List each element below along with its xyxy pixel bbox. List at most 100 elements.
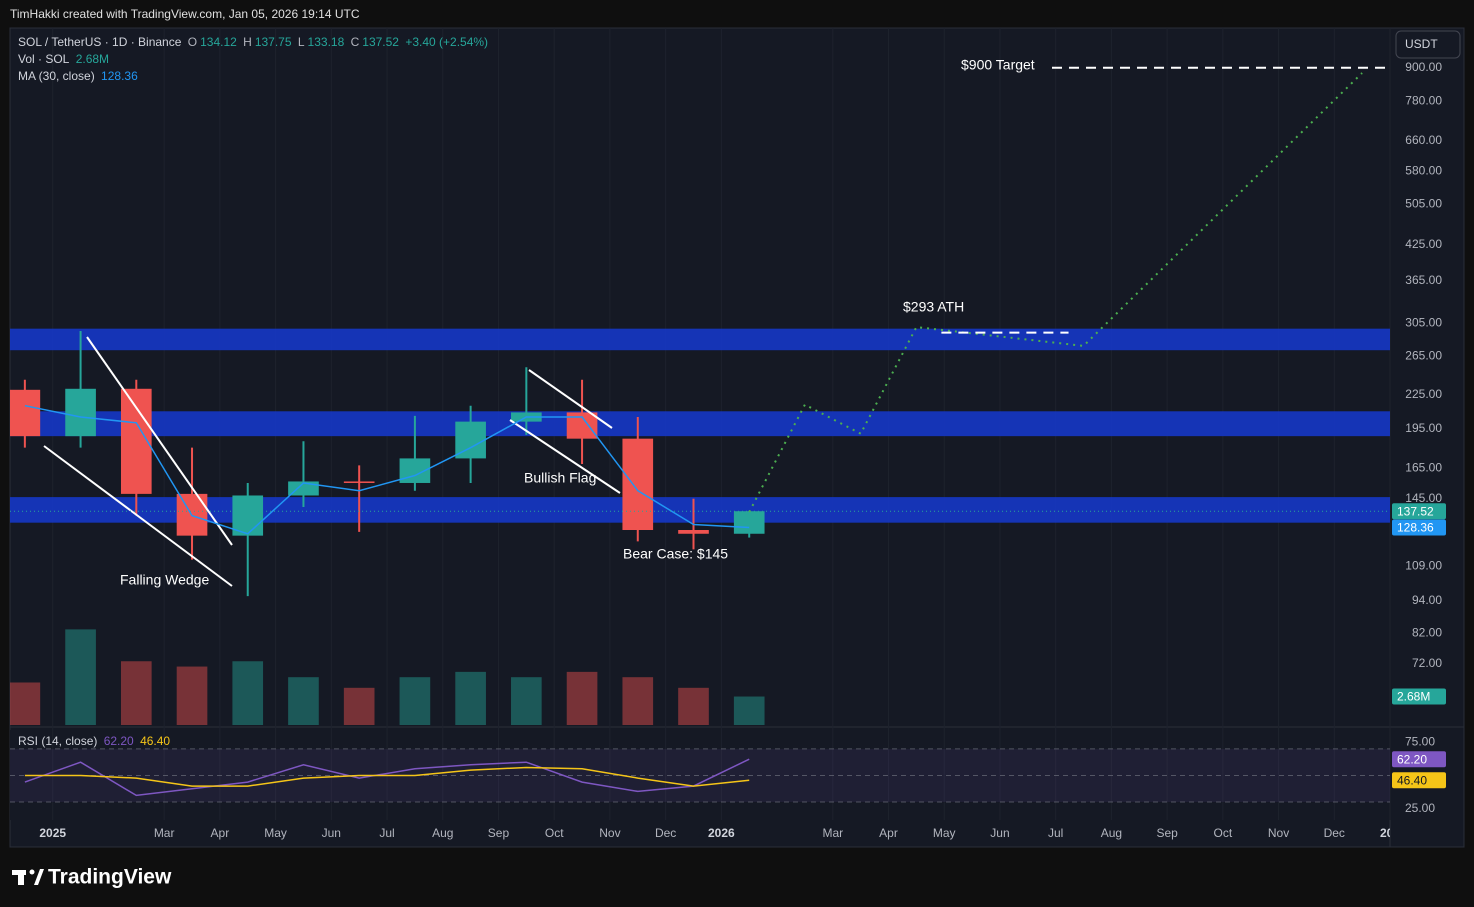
ma-line xyxy=(24,404,750,535)
volume-bar xyxy=(399,677,431,725)
watermark: TimHakki created with TradingView.com, J… xyxy=(10,7,360,21)
ohlc-key: L xyxy=(297,35,305,49)
ohlc-value: 137.75 xyxy=(254,35,292,49)
rsi-ma-value: 46.40 xyxy=(140,734,171,748)
candle-body xyxy=(678,530,709,534)
y-tick-label: 660.00 xyxy=(1405,133,1442,147)
chart-frame xyxy=(9,27,1465,848)
x-tick-label: Oct xyxy=(545,826,564,840)
candle-body xyxy=(65,388,96,437)
zone xyxy=(10,411,1390,437)
currency[interactable]: USDT xyxy=(1405,37,1438,51)
drawings xyxy=(43,336,621,587)
x-tick-label: Mar xyxy=(154,826,175,840)
price-tag xyxy=(1392,519,1446,536)
candle-body xyxy=(288,481,319,496)
x-tick-label: Oct xyxy=(1214,826,1233,840)
price-tag-label: 137.52 xyxy=(1397,504,1434,518)
volume-value: 2.68M xyxy=(75,52,110,66)
volume-bar xyxy=(176,666,208,725)
annotation: Bullish Flag xyxy=(524,470,596,486)
x-tick-label: 2025 xyxy=(39,826,66,840)
price-tag-label: 128.36 xyxy=(1397,521,1434,535)
x-tick-label: Jul xyxy=(379,826,394,840)
currency-button[interactable] xyxy=(1395,30,1461,59)
x-tick-label: Mar xyxy=(822,826,843,840)
volume-bar xyxy=(232,661,264,725)
candle-body xyxy=(10,389,41,437)
y-tick-label: 165.00 xyxy=(1405,460,1442,474)
price-tag xyxy=(1392,772,1446,789)
x-tick-label: Sep xyxy=(488,826,510,840)
logo xyxy=(12,869,44,885)
volume-bar xyxy=(65,629,96,725)
annotation: Falling Wedge xyxy=(120,572,209,588)
y-tick-label: 425.00 xyxy=(1405,237,1442,251)
ma-value: 128.36 xyxy=(101,69,138,83)
candle-body xyxy=(622,438,654,531)
ma-name: MA (30, close) xyxy=(18,69,95,83)
volume-name: Vol · SOL xyxy=(18,52,70,66)
ohlc-value: 133.18 xyxy=(307,35,345,49)
y-tick-label: 900.00 xyxy=(1405,60,1442,74)
wedge-line xyxy=(86,336,233,546)
x-tick-label: Jun xyxy=(322,826,341,840)
y-tick-label: 265.00 xyxy=(1405,349,1442,363)
volume-bar xyxy=(511,677,542,725)
volume-bar xyxy=(343,687,375,725)
candle-body xyxy=(733,511,765,534)
x-tick-label: Apr xyxy=(211,826,230,840)
rsi-tick-label: 75.00 xyxy=(1405,734,1435,748)
y-tick-label: 225.00 xyxy=(1405,387,1442,401)
price-tag-label: 62.20 xyxy=(1397,752,1427,766)
ohlc-value: 137.52 xyxy=(362,35,399,49)
ohlc-value: 134.12 xyxy=(200,35,237,49)
ohlc-key: C xyxy=(350,35,360,49)
rsi-legend: RSI (14, close) 62.20 46.40 xyxy=(18,733,173,750)
x-tick-label: Nov xyxy=(1268,826,1289,840)
y-tick-label: 94.00 xyxy=(1412,593,1442,607)
x-tick-label: Dec xyxy=(1324,826,1345,840)
y-tick-label: 580.00 xyxy=(1405,164,1442,178)
price-tag-label: 2.68M xyxy=(1397,690,1430,704)
ath-label: $293 ATH xyxy=(903,299,964,315)
rsi-value: 62.20 xyxy=(103,734,134,748)
price-tag-label: 46.40 xyxy=(1397,773,1427,787)
price-tag xyxy=(1392,688,1446,705)
volume-bar xyxy=(288,677,319,725)
x-tick-label: Aug xyxy=(432,826,453,840)
candle-body xyxy=(343,481,375,483)
price-tag xyxy=(1392,503,1446,520)
y-tick-label: 145.00 xyxy=(1405,491,1442,505)
price-tag xyxy=(1392,751,1446,768)
x-tick-label: May xyxy=(933,826,956,840)
x-tick-label: Nov xyxy=(599,826,620,840)
candle-body xyxy=(232,495,264,536)
ohlc-key: H xyxy=(243,35,252,49)
y-tick-label: 505.00 xyxy=(1405,196,1442,210)
rsi-name: RSI (14, close) xyxy=(18,734,98,748)
rsi-tick-label: 25.00 xyxy=(1405,801,1435,815)
y-tick-label: 780.00 xyxy=(1405,94,1442,108)
y-tick-label: 109.00 xyxy=(1405,558,1442,572)
y-tick-label: 82.00 xyxy=(1412,625,1442,639)
y-tick-label: 365.00 xyxy=(1405,273,1442,287)
volume-bar xyxy=(120,661,152,725)
volume-bar xyxy=(678,687,709,725)
zone xyxy=(10,497,1390,523)
volume-bar xyxy=(10,682,41,725)
x-tick-label: Jun xyxy=(990,826,1009,840)
y-tick-label: 305.00 xyxy=(1405,315,1442,329)
change: +3.40 (+2.54%) xyxy=(405,35,489,49)
x-tick-label: Apr xyxy=(879,826,898,840)
y-tick-label: 72.00 xyxy=(1412,656,1442,670)
y-tick-label: 195.00 xyxy=(1405,421,1442,435)
x-tick-label: 202 xyxy=(1380,826,1400,840)
rsi-ma-line xyxy=(24,766,750,787)
ohlc-key: O xyxy=(187,35,198,49)
x-tick-label: Sep xyxy=(1156,826,1178,840)
volume-bar xyxy=(455,671,486,725)
